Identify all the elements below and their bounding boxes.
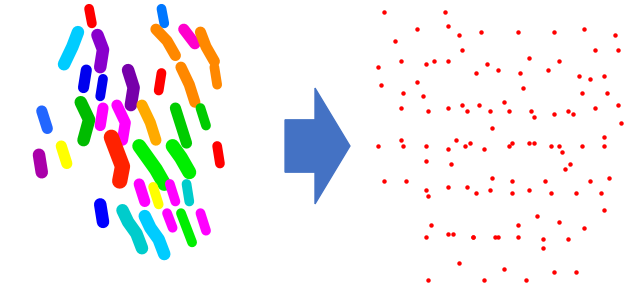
FancyArrow shape — [285, 88, 350, 204]
